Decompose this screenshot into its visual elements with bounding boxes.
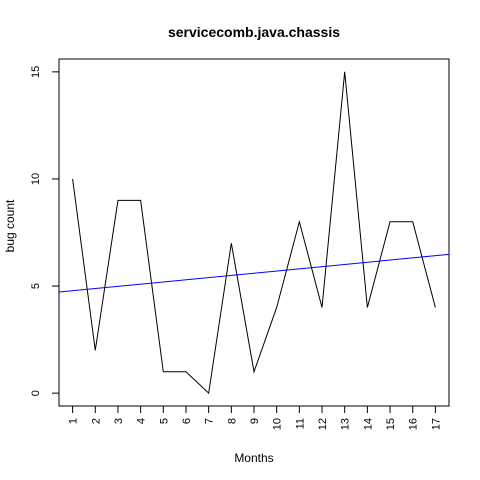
x-tick-label: 6	[181, 418, 193, 424]
plot-frame	[58, 58, 450, 407]
trend-layer	[58, 253, 450, 293]
x-tick-label: 11	[294, 418, 306, 429]
x-tick-label: 17	[430, 418, 442, 430]
y-tick-label: 0	[30, 390, 42, 396]
x-tick-label: 1	[68, 418, 80, 424]
y-tick-label: 15	[30, 66, 42, 78]
chart-title: servicecomb.java.chassis	[168, 24, 340, 40]
x-tick-label: 16	[408, 418, 420, 430]
x-tick-label: 12	[317, 418, 329, 430]
x-tick-label: 2	[90, 418, 102, 424]
y-axis: 0 5 10 15	[30, 66, 59, 396]
series-layer	[72, 71, 436, 395]
x-tick-label: 5	[158, 418, 170, 424]
y-tick-label: 5	[30, 283, 42, 289]
trend-line	[58, 253, 450, 293]
x-tick-label: 8	[226, 418, 238, 424]
y-axis-label: bug count	[3, 199, 17, 252]
x-tick-label: 14	[362, 418, 374, 430]
y-tick-label: 10	[30, 173, 42, 185]
x-tick-label: 13	[340, 418, 352, 430]
x-tick-label: 9	[249, 418, 261, 424]
x-axis: 1 2 3 4 5 6 7 8 9 10 11 12 13 14 15 16 17	[68, 406, 442, 430]
x-tick-label: 3	[113, 418, 125, 424]
x-tick-label: 7	[204, 418, 216, 424]
x-axis-label: Months	[234, 451, 273, 465]
x-tick-label: 10	[272, 418, 284, 430]
series-line-0	[72, 71, 436, 395]
x-tick-label: 4	[136, 418, 148, 424]
x-tick-label: 15	[385, 418, 397, 430]
